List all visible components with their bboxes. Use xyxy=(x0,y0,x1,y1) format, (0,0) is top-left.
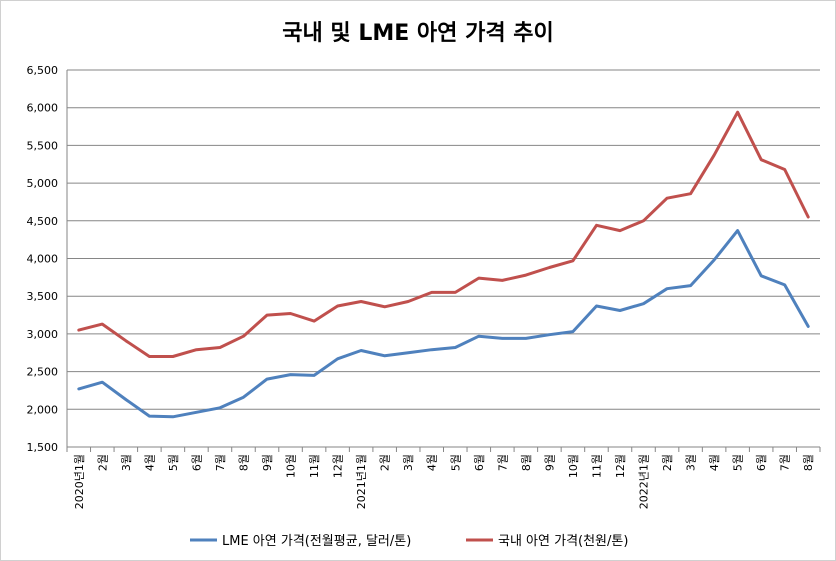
x-tick-label: 4월 xyxy=(143,454,156,471)
x-tick-label: 7월 xyxy=(779,454,792,471)
legend-label: 국내 아연 가격(천원/톤) xyxy=(498,534,628,549)
x-tick-label: 5월 xyxy=(732,454,745,471)
x-tick-label: 4월 xyxy=(708,454,721,471)
y-tick-label: 2,000 xyxy=(27,403,59,416)
x-tick-label: 11월 xyxy=(590,454,603,478)
x-tick-label: 2022년1월 xyxy=(638,454,651,509)
x-tick-label: 2월 xyxy=(661,454,674,471)
series-line-2 xyxy=(77,110,810,358)
x-axis: 2020년1월 2월 3월 4월 5월 6월 7월 8월 9월 10월 11월 12월 2021년1월 2… xyxy=(66,446,821,509)
x-tick-label: 3월 xyxy=(120,454,133,471)
y-tick-label: 3,500 xyxy=(27,290,59,303)
x-tick-label: 9월 xyxy=(261,454,274,471)
y-tick-label: 5,500 xyxy=(27,139,59,152)
y-tick-label: 4,500 xyxy=(27,215,59,228)
gridlines xyxy=(67,69,820,448)
y-tick-label: 2,500 xyxy=(27,366,59,379)
x-tick-label: 10월 xyxy=(567,454,580,478)
chart-title: 국내 및 LME 아연 가격 추이 xyxy=(282,21,553,46)
y-tick-label: 1,500 xyxy=(27,441,59,454)
y-tick-label: 3,000 xyxy=(27,328,59,341)
x-tick-label: 7월 xyxy=(214,454,227,471)
y-tick-label: 4,000 xyxy=(27,253,59,266)
legend-label: LME 아연 가격(전월평균, 달러/톤) xyxy=(222,534,411,549)
series-line-1 xyxy=(77,229,810,419)
x-tick-label: 3월 xyxy=(685,454,698,471)
legend: LME 아연 가격(전월평균, 달러/톤) 국내 아연 가격(천원/톤) xyxy=(190,534,628,549)
y-tick-label: 6,000 xyxy=(27,102,59,115)
series-lines xyxy=(77,110,810,419)
x-tick-label: 2020년1월 xyxy=(73,454,86,509)
x-tick-label: 9월 xyxy=(543,454,556,471)
x-tick-label: 5월 xyxy=(449,454,462,471)
x-tick-label: 10월 xyxy=(285,454,298,478)
x-tick-label: 8월 xyxy=(520,454,533,471)
x-tick-label: 11월 xyxy=(308,454,321,478)
x-tick-label: 8월 xyxy=(802,454,815,471)
x-tick-label: 5월 xyxy=(167,454,180,471)
x-tick-label: 2월 xyxy=(96,454,109,471)
x-tick-label: 6월 xyxy=(755,454,768,471)
x-tick-label: 6월 xyxy=(473,454,486,471)
x-tick-label: 3월 xyxy=(402,454,415,471)
y-tick-label: 6,500 xyxy=(27,64,59,77)
x-tick-label: 2월 xyxy=(379,454,392,471)
x-tick-label: 12월 xyxy=(614,454,627,478)
y-tick-label: 5,000 xyxy=(27,177,59,190)
x-tick-label: 8월 xyxy=(237,454,250,471)
x-tick-label: 12월 xyxy=(332,454,345,478)
x-tick-label: 2021년1월 xyxy=(355,454,368,509)
y-axis: 1,500 2,000 2,500 3,000 3,500 4,000 4,500 5,000… xyxy=(27,64,68,454)
x-tick-label: 4월 xyxy=(426,454,439,471)
x-tick-label: 7월 xyxy=(496,454,509,471)
x-tick-label: 6월 xyxy=(190,454,203,471)
